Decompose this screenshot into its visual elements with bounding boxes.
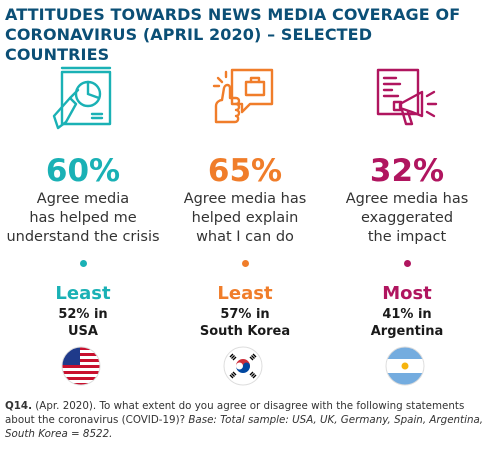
stat-percent: 32%	[369, 153, 445, 189]
rank-label: Least	[55, 283, 111, 304]
megaphone-news-icon	[376, 68, 438, 126]
footnote-base: Base: Total sample: USA, UK, Germany, Sp…	[5, 414, 484, 440]
stat-description: Agree media has exaggerated the impact	[327, 190, 487, 247]
rank-detail-percent: 57% in	[220, 307, 270, 322]
south-korea-flag-icon	[223, 346, 263, 386]
rank-label: Most	[382, 283, 432, 304]
footnote-label: Q14.	[5, 400, 32, 412]
rank-detail-country: USA	[68, 324, 98, 339]
rank-label: Least	[217, 283, 273, 304]
stat-column-exaggerated: 32% Agree media has exaggerated the impa…	[327, 56, 487, 396]
chart-presentation-icon	[52, 66, 112, 130]
separator-dot	[80, 260, 87, 267]
thumbs-up-briefcase-icon	[212, 68, 274, 124]
stat-description-line: what I can do	[196, 229, 294, 245]
rank-detail-percent: 52% in	[58, 307, 108, 322]
footnote: Q14. (Apr. 2020). To what extent do you …	[5, 399, 487, 441]
page-title: ATTITUDES TOWARDS NEWS MEDIA COVERAGE OF…	[5, 5, 475, 65]
separator-dot	[242, 260, 249, 267]
stat-description-line: Agree media	[36, 191, 130, 207]
rank-detail: 52% in USA	[3, 306, 163, 340]
stat-description-line: Agree media has	[183, 191, 307, 207]
stat-description: Agree media has helped explain what I ca…	[165, 190, 325, 247]
stat-column-explain: 65% Agree media has helped explain what …	[165, 56, 325, 396]
title-line-2: CORONAVIRUS (APRIL 2020) – SELECTED COUN…	[5, 25, 373, 64]
stat-description-line: helped explain	[191, 210, 299, 226]
stat-description-line: exaggerated	[360, 210, 454, 226]
rank-detail: 57% in South Korea	[165, 306, 325, 340]
footnote-question: (Apr. 2020). To what extent do you agree…	[5, 400, 465, 426]
argentina-flag-icon	[385, 346, 425, 386]
stat-description-line: the impact	[367, 229, 447, 245]
stat-description: Agree media has helped me understand the…	[3, 190, 163, 247]
rank-detail: 41% in Argentina	[327, 306, 487, 340]
separator-dot	[404, 260, 411, 267]
rank-detail-country: Argentina	[370, 324, 444, 339]
stat-description-line: understand the crisis	[6, 229, 160, 245]
usa-flag-icon	[61, 346, 101, 386]
stat-column-understand: 60% Agree media has helped me understand…	[3, 56, 163, 396]
title-line-1: ATTITUDES TOWARDS NEWS MEDIA COVERAGE OF	[5, 5, 461, 24]
stat-percent: 65%	[207, 153, 283, 189]
stat-description-line: Agree media has	[345, 191, 469, 207]
stat-percent: 60%	[45, 153, 121, 189]
rank-detail-country: South Korea	[199, 324, 291, 339]
stat-description-line: has helped me	[29, 210, 137, 226]
rank-detail-percent: 41% in	[382, 307, 432, 322]
